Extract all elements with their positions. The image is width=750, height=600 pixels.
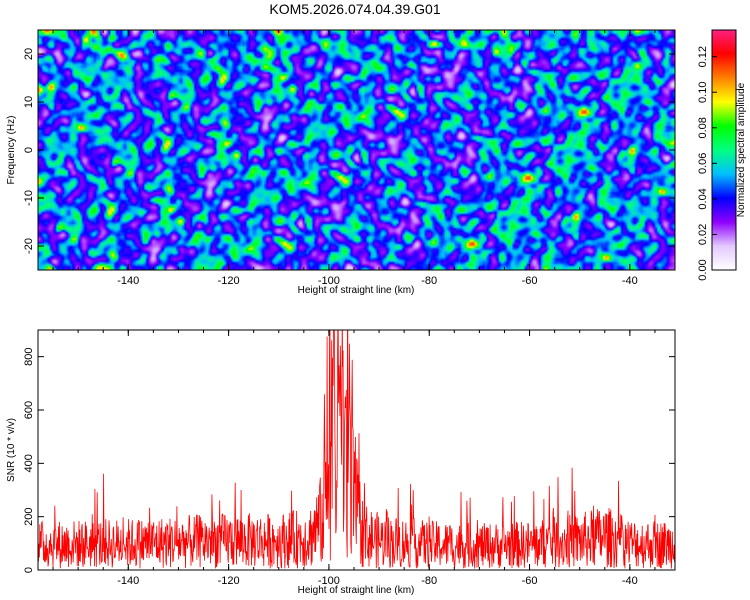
snr-ytick-label: 800 (23, 347, 35, 365)
snr-xtick-label: -140 (117, 575, 139, 587)
colorbar-bar (711, 29, 737, 271)
colorbar-tick-label: 0.06 (697, 153, 709, 174)
heatmap-ytick-label: 20 (23, 48, 35, 60)
heatmap-ytick-label: -20 (23, 238, 35, 254)
colorbar-tick-label: 0.02 (697, 224, 709, 245)
colorbar-ticks: 0.00 0.02 0.04 0.06 0.08 0.10 0.12 (697, 46, 717, 281)
colorbar-label: Normalized spectral amplitude (736, 82, 747, 217)
snr-xtick-label: -120 (218, 575, 240, 587)
snr-xtick-label: -40 (622, 575, 638, 587)
heatmap-xtick-label: -120 (218, 275, 240, 287)
heatmap-xtick-label: -100 (318, 275, 340, 287)
colorbar-tick-label: 0.00 (697, 259, 709, 280)
snr-ytick-label: 400 (23, 454, 35, 472)
snr-axes: -140 -120 -100 -80 -60 -40 0 200 400 600 800 (23, 330, 675, 587)
snr-ylabel: SNR (10 * v/v) (6, 418, 17, 482)
heatmap-ylabel: Frequency (Hz) (6, 116, 17, 185)
snr-panel: -140 -120 -100 -80 -60 -40 0 200 400 600 800 Heigh… (6, 329, 676, 596)
snr-ytick-label: 200 (23, 507, 35, 525)
snr-xtick-label: -80 (421, 575, 437, 587)
heatmap-xlabel: Height of straight line (km) (298, 285, 415, 296)
snr-xlabel: Height of straight line (km) (298, 585, 415, 596)
snr-frame (37, 329, 676, 571)
snr-xtick-label: -100 (318, 575, 340, 587)
colorbar-tick-label: 0.08 (697, 117, 709, 138)
snr-series-line (38, 330, 675, 569)
heatmap-xtick-label: -140 (117, 275, 139, 287)
colorbar-tick-label: 0.12 (697, 46, 709, 67)
heatmap-xtick-label: -40 (622, 275, 638, 287)
heatmap-xtick-label: -80 (421, 275, 437, 287)
snr-ytick-label: 0 (23, 567, 35, 573)
heatmap-xtick-label: -60 (522, 275, 538, 287)
colorbar-tick-label: 0.04 (697, 188, 709, 209)
snr-ytick-label: 600 (23, 401, 35, 419)
colorbar-tick-label: 0.10 (697, 82, 709, 103)
heatmap-ytick-label: -10 (23, 190, 35, 206)
heatmap-ytick-label: 0 (23, 147, 35, 153)
heatmap-ytick-label: 10 (23, 96, 35, 108)
chart-title: KOM5.2026.074.04.39.G01 (269, 1, 441, 17)
colorbar: 0.00 0.02 0.04 0.06 0.08 0.10 0.12 Normalized … (697, 29, 747, 281)
snr-xtick-label: -60 (522, 575, 538, 587)
heatmap-image (38, 30, 675, 270)
